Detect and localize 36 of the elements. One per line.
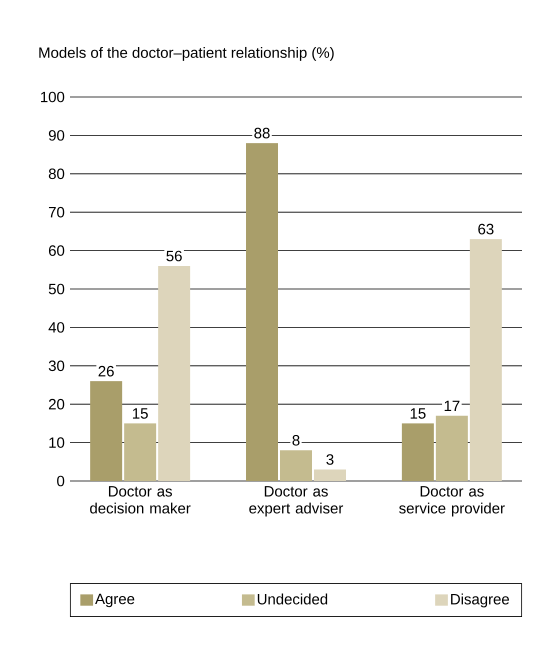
data-label: 56 (166, 250, 182, 262)
bar (280, 450, 312, 481)
data-label: 15 (410, 408, 426, 419)
data-label: 15 (132, 408, 148, 419)
bar (158, 266, 190, 481)
bar (402, 423, 434, 481)
y-tick-label: 0 (57, 476, 64, 486)
data-label: 26 (98, 366, 114, 376)
bar (90, 381, 122, 481)
bar (246, 143, 278, 481)
bar (436, 416, 468, 481)
y-tick-label: 100 (41, 92, 64, 102)
y-tick-label: 90 (48, 130, 64, 141)
data-label: 17 (444, 400, 460, 412)
data-label: 8 (292, 435, 300, 446)
x-tick-label: Doctor as service provider (399, 486, 505, 516)
x-tick-label: Doctor as decision maker (90, 486, 191, 514)
y-tick-label: 50 (48, 284, 64, 294)
chart-title: Models of the doctor–patient relationship (%) (39, 46, 334, 61)
bar (314, 469, 346, 481)
y-tick-label: 60 (48, 245, 64, 256)
legend-label: Undecided (258, 594, 328, 604)
y-tick-label: 80 (48, 168, 64, 180)
legend-label: Agree (95, 594, 134, 608)
y-tick-label: 70 (48, 206, 64, 218)
bar (124, 423, 156, 481)
bar (470, 239, 502, 481)
y-tick-label: 20 (48, 398, 64, 410)
x-tick-label: Doctor as expert adviser (249, 486, 344, 516)
y-tick-label: 40 (48, 322, 64, 333)
legend-label: Disagree (451, 594, 509, 608)
data-label: 3 (326, 454, 334, 465)
y-tick-label: 30 (48, 360, 64, 372)
y-tick-label: 10 (49, 437, 64, 448)
data-label: 63 (478, 224, 494, 234)
data-label: 88 (254, 128, 270, 138)
